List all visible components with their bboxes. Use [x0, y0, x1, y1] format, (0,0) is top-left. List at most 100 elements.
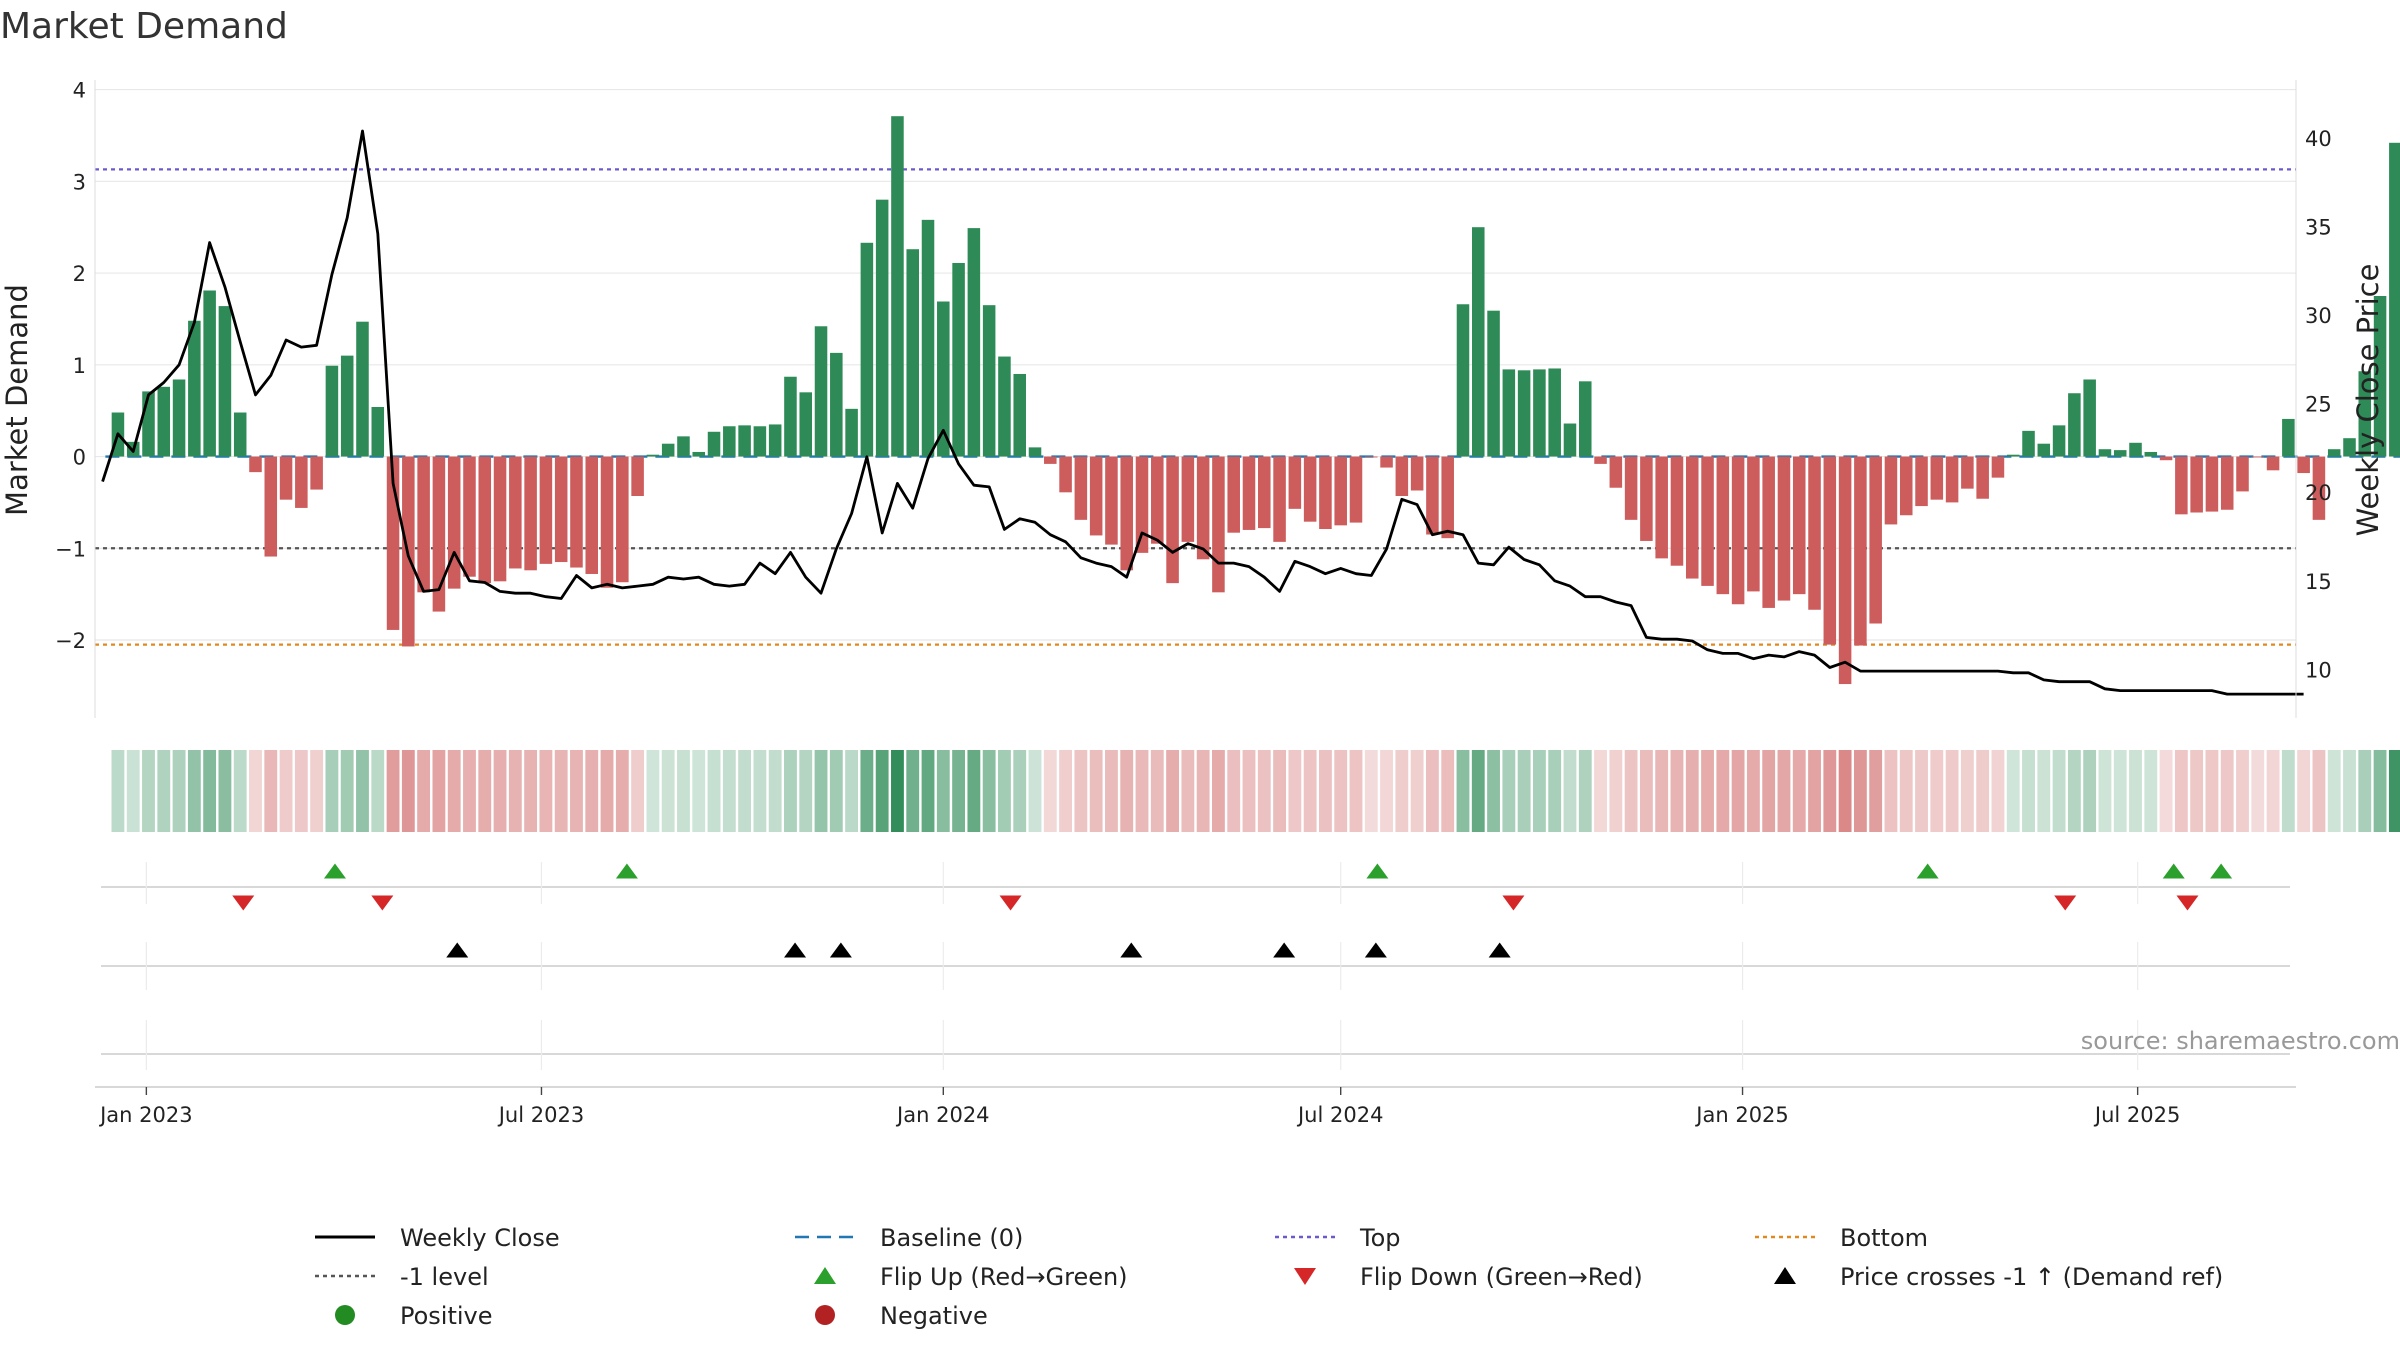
strip-cell — [2129, 750, 2142, 832]
y-tick-label-left: 0 — [73, 446, 86, 470]
strip-cell — [1074, 750, 1088, 832]
legend-swatch-positive — [335, 1305, 355, 1325]
demand-bar-negative — [600, 456, 614, 588]
y-tick-label-right: 40 — [2305, 127, 2332, 151]
demand-bar-negative — [1365, 456, 1378, 458]
strip-cell — [860, 750, 874, 832]
demand-bar-positive — [2358, 371, 2372, 457]
demand-bar-negative — [447, 456, 461, 589]
strip-cell — [1212, 750, 1225, 832]
demand-bar-negative — [1181, 456, 1195, 542]
demand-bar-negative — [1976, 456, 1989, 499]
y-tick-label-left: −2 — [55, 629, 86, 653]
demand-bar-positive — [2098, 449, 2112, 457]
demand-bar-positive — [2282, 418, 2295, 457]
strip-cell — [1609, 750, 1623, 832]
demand-bar-negative — [1915, 456, 1928, 507]
demand-bar-positive — [906, 249, 919, 457]
strip-cell — [1166, 750, 1179, 832]
strip-cell — [310, 750, 324, 832]
demand-bar-positive — [677, 436, 690, 457]
flip-down-marker — [232, 895, 255, 911]
demand-bar-negative — [1242, 456, 1256, 530]
demand-bar-positive — [2006, 454, 2020, 457]
demand-bar-positive — [2068, 393, 2081, 457]
strip-cell — [1364, 750, 1378, 832]
strip-cell — [1532, 750, 1546, 832]
strip-cell — [1135, 750, 1149, 832]
demand-bar-negative — [1380, 456, 1393, 468]
x-tick-label: Jul 2025 — [2093, 1103, 2180, 1127]
strip-cell — [1303, 750, 1317, 832]
demand-bar-negative — [1838, 456, 1852, 685]
strip-cell — [1487, 750, 1500, 832]
demand-bar-negative — [539, 456, 553, 564]
demand-bar-positive — [830, 352, 843, 457]
strip-cell — [2358, 750, 2372, 832]
strip-cell — [1594, 750, 1607, 832]
demand-bar-positive — [157, 386, 171, 457]
demand-bar-negative — [585, 456, 599, 574]
demand-bar-positive — [738, 425, 751, 457]
demand-bar-negative — [1777, 456, 1791, 601]
demand-bar-negative — [2266, 456, 2280, 471]
demand-bar-positive — [2144, 451, 2158, 457]
x-axis: Jan 2023 Jul 2023 Jan 2024 Jul 2024 Jan 2025… — [95, 1086, 2296, 1127]
demand-bar-positive — [340, 355, 354, 457]
legend-swatch-price-cross — [1774, 1267, 1796, 1284]
y-tick-label-right: 35 — [2305, 216, 2332, 240]
legend-label: Bottom — [1840, 1224, 1928, 1252]
demand-bar-negative — [1930, 456, 1944, 500]
strip-cell — [2098, 750, 2112, 832]
strip-cell — [1120, 750, 1134, 832]
legend-item: Flip Down (Green→Red) — [1294, 1263, 1643, 1291]
demand-bar-negative — [1823, 456, 1837, 645]
demand-bar-positive — [860, 242, 874, 457]
demand-bar-positive — [2343, 438, 2356, 457]
x-tick-label: Jan 2024 — [895, 1103, 990, 1127]
strip-cell — [1288, 750, 1302, 832]
legend-item: Flip Up (Red→Green) — [814, 1263, 1128, 1291]
demand-bar-negative — [1731, 456, 1745, 605]
strip-cell — [2236, 750, 2249, 832]
flip-up-marker — [1366, 863, 1389, 879]
y-tick-label-right: 10 — [2305, 658, 2332, 682]
demand-bar-negative — [1747, 456, 1760, 592]
strip-cell — [2006, 750, 2020, 832]
demand-bar-negative — [2312, 456, 2326, 520]
strip-cell — [2281, 750, 2295, 832]
strip-cell — [2144, 750, 2158, 832]
strip-cell — [1089, 750, 1103, 832]
demand-bar-positive — [2129, 442, 2142, 457]
strip-cell — [1502, 750, 1516, 832]
legend-label: Flip Up (Red→Green) — [880, 1263, 1128, 1291]
strip-cell — [279, 750, 293, 832]
strip-cell — [1685, 750, 1699, 832]
demand-bar-positive — [356, 321, 369, 457]
source-note: source: sharemaestro.com — [2081, 1027, 2400, 1055]
legend-item: -1 level — [315, 1263, 489, 1291]
strip-cell — [982, 750, 996, 832]
strip-cell — [1945, 750, 1959, 832]
price-cross-marker — [784, 942, 807, 958]
strip-cell — [1013, 750, 1027, 832]
price-cross-marker — [1488, 942, 1511, 958]
strip-cell — [1731, 750, 1745, 832]
strip-cell — [1380, 750, 1393, 832]
demand-bar-positive — [952, 262, 965, 457]
strip-cell — [1257, 750, 1271, 832]
demand-bar-negative — [509, 456, 522, 569]
demand-bar-positive — [937, 301, 950, 457]
demand-bar-positive — [921, 219, 935, 457]
strip-cell — [1716, 750, 1730, 832]
strip-cell — [294, 750, 308, 832]
legend-item: Baseline (0) — [795, 1224, 1023, 1252]
strip-cell — [1319, 750, 1332, 832]
y-tick-label-left: 2 — [73, 262, 86, 286]
demand-bar-negative — [1334, 456, 1347, 526]
strip-cell — [1930, 750, 1944, 832]
strip-cell — [1762, 750, 1776, 832]
demand-bar-negative — [1410, 456, 1424, 491]
weekly-close-series — [101, 129, 2304, 696]
